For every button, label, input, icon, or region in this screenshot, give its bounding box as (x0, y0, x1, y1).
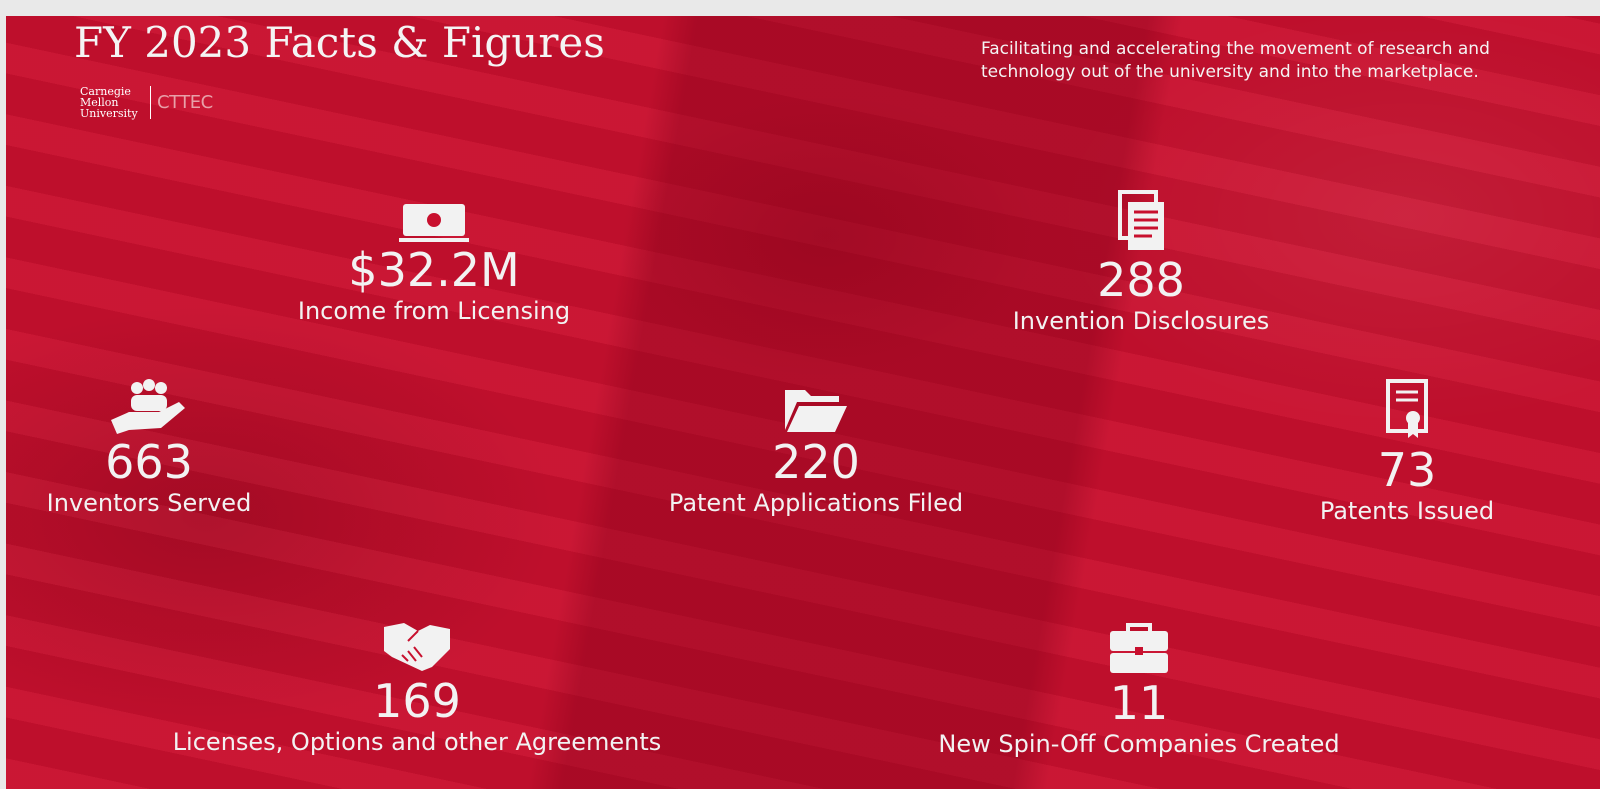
logo-office: CTTEC (157, 92, 213, 113)
stat-value: $32.2M (84, 244, 784, 296)
logo: Carnegie Mellon University CTTEC (80, 86, 213, 119)
money-icon (399, 202, 469, 242)
certificate-icon (1385, 378, 1429, 442)
folder-icon (783, 386, 849, 434)
briefcase-icon (1108, 621, 1170, 675)
subtitle: Facilitating and accelerating the moveme… (981, 38, 1561, 84)
document-icon (1116, 190, 1166, 252)
stat-value: 11 (789, 677, 1489, 729)
stat: 11 New Spin-Off Companies Created (789, 621, 1489, 759)
stat-label: Invention Disclosures (791, 306, 1491, 336)
stat: 288 Invention Disclosures (791, 190, 1491, 336)
page-body: FY 2023 Facts & Figures Facilitating and… (0, 0, 1600, 789)
stat-label: Income from Licensing (84, 296, 784, 326)
stat: 169 Licenses, Options and other Agreemen… (67, 621, 767, 757)
stat-label: Inventors Served (6, 488, 499, 518)
title: FY 2023 Facts & Figures (74, 18, 605, 67)
stat-label: Patents Issued (1057, 496, 1600, 526)
infographic: FY 2023 Facts & Figures Facilitating and… (6, 16, 1600, 789)
handshake-icon (382, 621, 452, 673)
logo-university: Carnegie Mellon University (80, 86, 151, 119)
stat-label: Licenses, Options and other Agreements (67, 727, 767, 757)
stat-value: 169 (67, 675, 767, 727)
stat: $32.2M Income from Licensing (84, 202, 784, 326)
stat: 73 Patents Issued (1057, 378, 1600, 526)
stat-label: New Spin-Off Companies Created (789, 729, 1489, 759)
stat-value: 73 (1057, 444, 1600, 496)
stat: 663 Inventors Served (6, 378, 499, 518)
people-icon (109, 378, 189, 434)
stat-value: 288 (791, 254, 1491, 306)
stat-value: 663 (6, 436, 499, 488)
